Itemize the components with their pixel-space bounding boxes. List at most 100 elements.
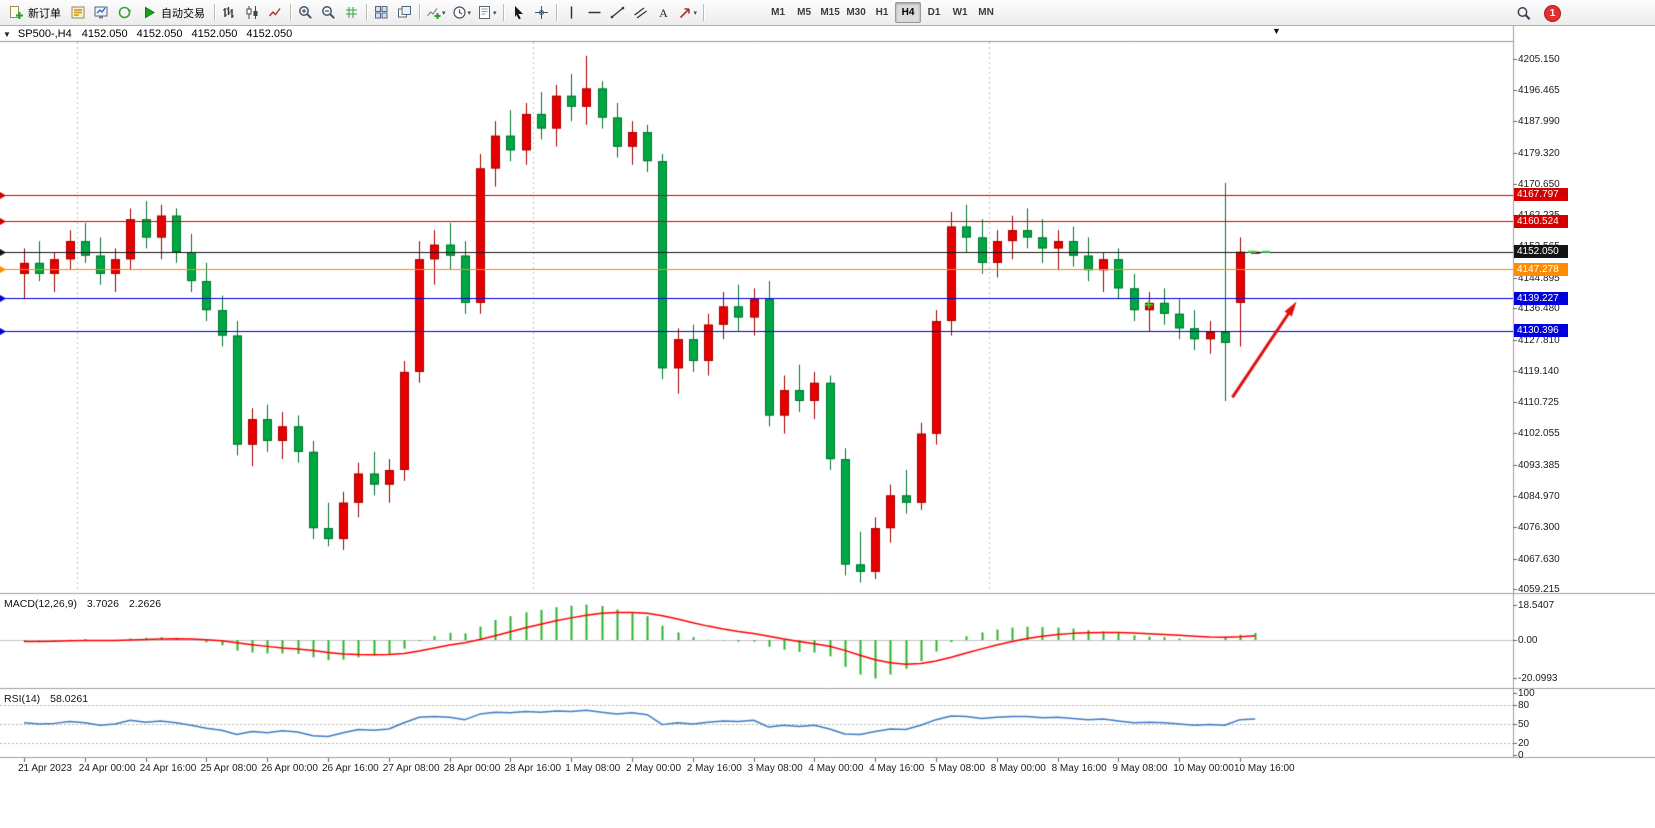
macd-signal-value: 2.2626 (128, 598, 162, 610)
rsi-scale-label: 50 (1518, 719, 1530, 730)
search-button[interactable] (1512, 3, 1535, 24)
new-order-button[interactable]: 新订单 (3, 2, 67, 23)
price-axis-label: 4136.480 (1518, 303, 1560, 315)
tf-m5-label: M5 (797, 7, 812, 18)
grid-button[interactable] (340, 2, 363, 23)
vertical-line-icon (564, 5, 579, 20)
price-axis-label: 4170.650 (1518, 179, 1560, 191)
tf-h1[interactable]: H1 (869, 2, 895, 23)
cursor-icon (511, 5, 526, 20)
horizontal-line-button[interactable] (583, 2, 606, 23)
tf-m15[interactable]: M15 (817, 2, 843, 23)
toolbar-separator (366, 4, 367, 21)
tf-m30-label: M30 (846, 7, 866, 18)
price-axis-label: 4093.385 (1518, 459, 1560, 471)
dropdown-arrow-icon: ▾ (493, 9, 497, 17)
price-axis-label: 4110.725 (1518, 396, 1559, 408)
macd-scale-label: 18.5407 (1518, 599, 1555, 611)
rsi-scale-label: 100 (1518, 688, 1535, 699)
time-axis-label: 4 May 00:00 (808, 763, 864, 774)
bar-chart-icon (222, 5, 237, 20)
refresh-button[interactable] (113, 2, 136, 23)
new-chart-button[interactable] (90, 2, 113, 23)
ohlc-close: 4152.050 (246, 28, 293, 40)
tile-windows-icon (374, 5, 389, 20)
rsi-scale-label: 80 (1518, 700, 1530, 712)
channel-icon (633, 5, 648, 20)
zoom-out-icon (321, 5, 336, 20)
tf-m5[interactable]: M5 (791, 2, 817, 23)
tf-mn[interactable]: MN (973, 2, 999, 23)
price-axis[interactable]: 4205.150 4196.465 4187.990 4179.320 4170.650… (1513, 26, 1655, 778)
indicators-button[interactable]: ▾ (423, 2, 449, 23)
vertical-line-button[interactable] (560, 2, 583, 23)
macd-scale-label: 0.00 (1518, 635, 1538, 647)
market-watch-button[interactable] (67, 2, 90, 23)
rsi-scale-label: 0 (1518, 750, 1524, 761)
arrange-windows-button[interactable] (393, 2, 416, 23)
time-axis-label: 24 Apr 16:00 (139, 763, 197, 774)
time-axis-label: 26 Apr 00:00 (261, 763, 318, 774)
rsi-value: 58.0261 (50, 693, 89, 705)
zoom-in-button[interactable] (294, 2, 317, 23)
zoom-out-button[interactable] (317, 2, 340, 23)
time-axis[interactable]: 21 Apr 2023 24 Apr 00:00 24 Apr 16:00 25 Ap… (0, 757, 1513, 779)
tf-m1[interactable]: M1 (765, 2, 791, 23)
cursor-button[interactable] (507, 2, 530, 23)
chart-area[interactable]: ▼ SP500-,H4 4152.050 4152.050 4152.050 4… (0, 26, 1655, 828)
tile-windows-button[interactable] (370, 2, 393, 23)
time-axis-label: 24 Apr 00:00 (78, 763, 136, 774)
price-axis-label: 4205.150 (1518, 53, 1560, 65)
clock-icon (452, 5, 467, 20)
zoom-in-icon (298, 5, 313, 20)
time-axis-label: 27 Apr 08:00 (382, 763, 440, 774)
ohlc-open: 4152.050 (81, 28, 128, 40)
time-axis-label: 9 May 08:00 (1112, 763, 1168, 774)
tf-h1-label: H1 (875, 7, 889, 18)
chart-symbol-period: SP500-,H4 (17, 28, 72, 40)
time-axis-label: 2 May 00:00 (626, 763, 682, 774)
price-axis-label: 4196.465 (1518, 85, 1560, 97)
trendline-button[interactable] (606, 2, 629, 23)
tf-m15-label: M15 (820, 7, 840, 18)
toolbar-right: 1 (1512, 0, 1561, 26)
tf-mn-label: MN (978, 7, 994, 18)
candlestick-button[interactable] (241, 2, 264, 23)
channel-button[interactable] (629, 2, 652, 23)
bar-chart-button[interactable] (218, 2, 241, 23)
play-icon (142, 5, 157, 20)
one-click-trading-toggle[interactable]: ▼ (3, 29, 11, 39)
toolbar-separator (290, 4, 291, 21)
crosshair-button[interactable] (530, 2, 553, 23)
tf-m1-label: M1 (771, 7, 786, 18)
tf-w1[interactable]: W1 (947, 2, 973, 23)
tf-h4[interactable]: H4 (895, 2, 922, 23)
chart-canvas[interactable] (0, 26, 1655, 828)
shapes-icon (678, 5, 693, 20)
templates-button[interactable]: ▾ (474, 2, 500, 23)
text-button[interactable]: A (652, 2, 675, 23)
shapes-button[interactable]: ▾ (675, 2, 701, 23)
autotrading-button[interactable]: 自动交易 (136, 2, 211, 23)
toolbar-separator (555, 4, 557, 21)
time-axis-label: 28 Apr 16:00 (504, 763, 562, 774)
price-axis-label: 4127.810 (1518, 334, 1560, 346)
tf-m30[interactable]: M30 (843, 2, 869, 23)
text-icon: A (656, 5, 671, 20)
candlestick-icon (245, 5, 260, 20)
toolbar-separator (419, 4, 420, 21)
price-axis-label: 4179.320 (1518, 147, 1560, 159)
price-axis-label: 4084.970 (1518, 490, 1560, 502)
new-order-button-label: 新订单 (28, 7, 61, 20)
line-chart-icon (268, 5, 283, 20)
notification-badge[interactable]: 1 (1544, 4, 1561, 22)
macd-indicator-label: MACD(12,26,9) 3.7026 2.2626 (4, 598, 168, 610)
indicator-add-icon (426, 5, 441, 20)
tf-d1[interactable]: D1 (921, 2, 947, 23)
template-icon (477, 5, 492, 20)
price-axis-label: 4144.895 (1518, 272, 1560, 284)
line-chart-button[interactable] (264, 2, 287, 23)
chart-title: ▼ SP500-,H4 4152.050 4152.050 4152.050 4… (3, 28, 301, 40)
periods-button[interactable]: ▾ (449, 2, 475, 23)
